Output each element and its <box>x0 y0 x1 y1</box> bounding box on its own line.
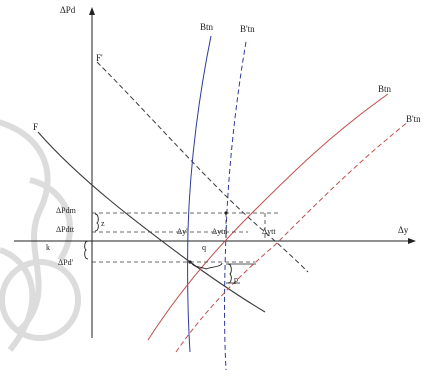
curve-btn-prime-vertical <box>224 41 247 371</box>
label-k: k <box>46 243 50 252</box>
curve-f <box>37 131 266 313</box>
curve-f-prime <box>96 61 309 273</box>
label-curve-f-prime: F' <box>96 53 103 63</box>
label-q: q <box>202 243 206 252</box>
label-p: p <box>234 275 238 284</box>
label-dpd-prime: ΔPd' <box>58 258 74 267</box>
y-axis-arrow <box>89 7 95 15</box>
curve-btn-vertical <box>187 35 212 353</box>
label-y-axis: ΔPd <box>60 5 76 15</box>
label-dy-prime: Δy' <box>177 227 188 236</box>
curve-btn-rising <box>147 93 389 341</box>
point-f-prime-btn-prime <box>224 211 228 215</box>
label-btn-prime-top: B'tn <box>240 24 255 34</box>
label-btn-right: Btn <box>378 84 392 94</box>
label-x-axis: Δy <box>398 225 409 235</box>
brace-k <box>84 240 89 260</box>
label-btn-top: Btn <box>200 22 214 32</box>
guide-lines <box>92 212 278 263</box>
label-dpdm: ΔPdm <box>56 206 77 215</box>
label-dytt: Δytt <box>262 227 276 236</box>
label-dpdtt: ΔPdtt <box>56 225 75 234</box>
brace-q <box>191 262 223 270</box>
brace-p <box>227 263 232 284</box>
label-btn-prime-right: B'tn <box>406 114 421 124</box>
point-f-btn <box>188 260 192 264</box>
curve-btn-prime-rising <box>175 121 409 353</box>
label-dytn: Δytn <box>212 227 227 236</box>
x-axis-arrow <box>408 238 416 244</box>
label-z: z <box>101 219 105 228</box>
label-curve-f: F <box>33 122 38 132</box>
brace-z <box>94 213 99 232</box>
watermark-ornament <box>0 119 81 352</box>
